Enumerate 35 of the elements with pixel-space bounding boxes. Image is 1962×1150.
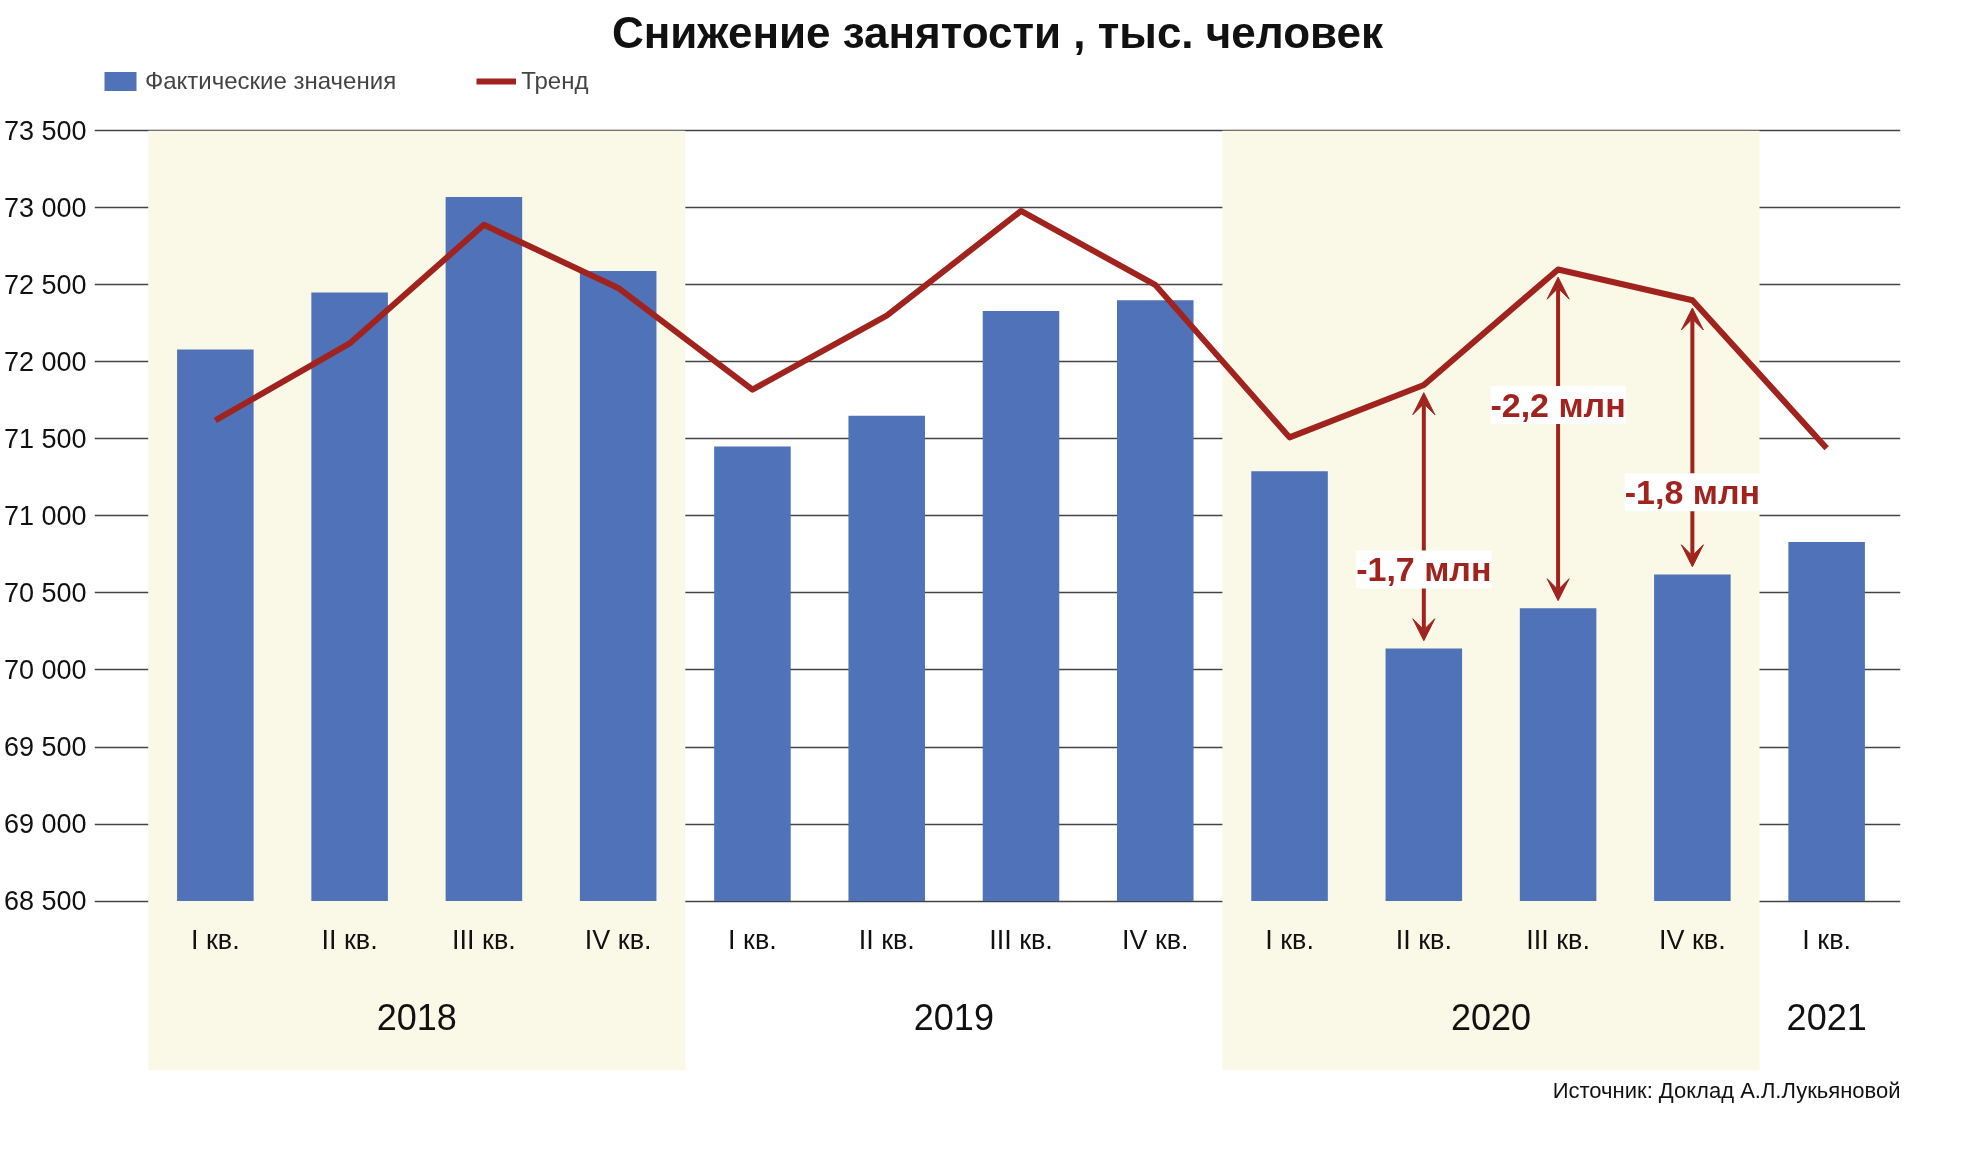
- text: 2020: [1450, 996, 1532, 1038]
- x-tick-label: I кв.: [191, 924, 240, 955]
- x-tick-label: I кв.: [1802, 924, 1851, 955]
- x-tick-label: IV кв.: [584, 924, 652, 955]
- x-tick-label: II кв.: [858, 924, 915, 955]
- x-tick-label: III кв.: [1526, 924, 1590, 955]
- y-tick-label: 70 500: [3, 577, 87, 608]
- x-tick-label: III кв.: [989, 924, 1053, 955]
- x-tick-label: II кв.: [1395, 924, 1452, 955]
- text: 2021: [1786, 996, 1867, 1038]
- y-tick-label: 72 000: [3, 346, 87, 377]
- y-tick-label: 68 500: [3, 886, 87, 917]
- x-tick-label: IV кв.: [1659, 924, 1726, 955]
- y-tick-label: 69 500: [3, 732, 87, 762]
- y-tick-label: 72 500: [3, 269, 87, 300]
- legend-label: Тренд: [521, 67, 589, 95]
- y-tick-label: 71 500: [3, 423, 87, 454]
- annotation: -1,7 млн: [1356, 550, 1492, 589]
- text: 2018: [376, 996, 457, 1038]
- chart-title: Снижение занятости , тыс. человек: [611, 7, 1385, 57]
- y-tick-label: 69 000: [3, 809, 87, 840]
- legend-label: Фактические значения: [145, 67, 397, 95]
- x-tick-label: II кв.: [321, 924, 378, 955]
- annotation: -2,2 млн: [1490, 386, 1626, 425]
- x-tick-label: I кв.: [728, 924, 777, 955]
- x-tick-label: IV кв.: [1121, 924, 1189, 955]
- y-tick-label: 73 000: [3, 192, 87, 223]
- y-tick-label: 73 500: [3, 115, 87, 146]
- text: 2019: [913, 996, 994, 1038]
- y-tick-label: 70 000: [3, 654, 87, 685]
- x-tick-label: III кв.: [452, 924, 516, 955]
- annotation: -1,8 млн: [1624, 473, 1761, 512]
- y-tick-label: 71 000: [3, 500, 87, 531]
- x-tick-label: I кв.: [1265, 924, 1314, 955]
- text: Источник: Доклад А.Л.Лукьяновой: [1552, 1077, 1901, 1103]
